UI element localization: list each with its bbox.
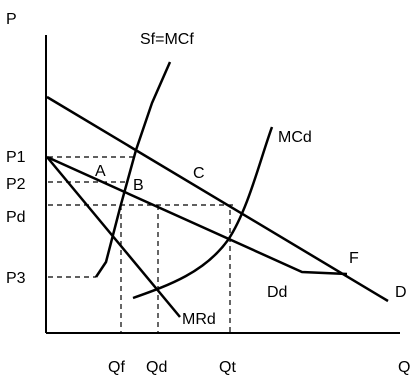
market-demand-line — [46, 95, 389, 303]
qd-label: Qd — [146, 359, 167, 376]
dd-label: Dd — [267, 284, 287, 301]
p1-label: P1 — [6, 149, 26, 166]
p2-label: P2 — [6, 176, 26, 193]
point-c-label: C — [193, 165, 205, 182]
d-label: D — [395, 284, 407, 301]
p3-label: P3 — [6, 270, 26, 287]
qt-label: Qt — [219, 359, 236, 376]
sf-label: Sf=MCf — [140, 31, 194, 48]
dashed-guides — [48, 156, 236, 333]
point-b-label: B — [133, 177, 144, 194]
qf-label: Qf — [108, 359, 125, 376]
x-axis-label: Q — [398, 359, 410, 376]
mcd-label: MCd — [278, 129, 312, 146]
mrd-label: MRd — [182, 311, 216, 328]
point-f-label: F — [349, 250, 359, 267]
fringe-supply-curve — [94, 61, 172, 278]
point-a-label: A — [95, 163, 106, 180]
dominant-demand-line — [46, 155, 348, 276]
pd-label: Pd — [6, 209, 26, 226]
y-axis-label: P — [6, 11, 17, 28]
dominant-mc-curve — [132, 126, 274, 300]
